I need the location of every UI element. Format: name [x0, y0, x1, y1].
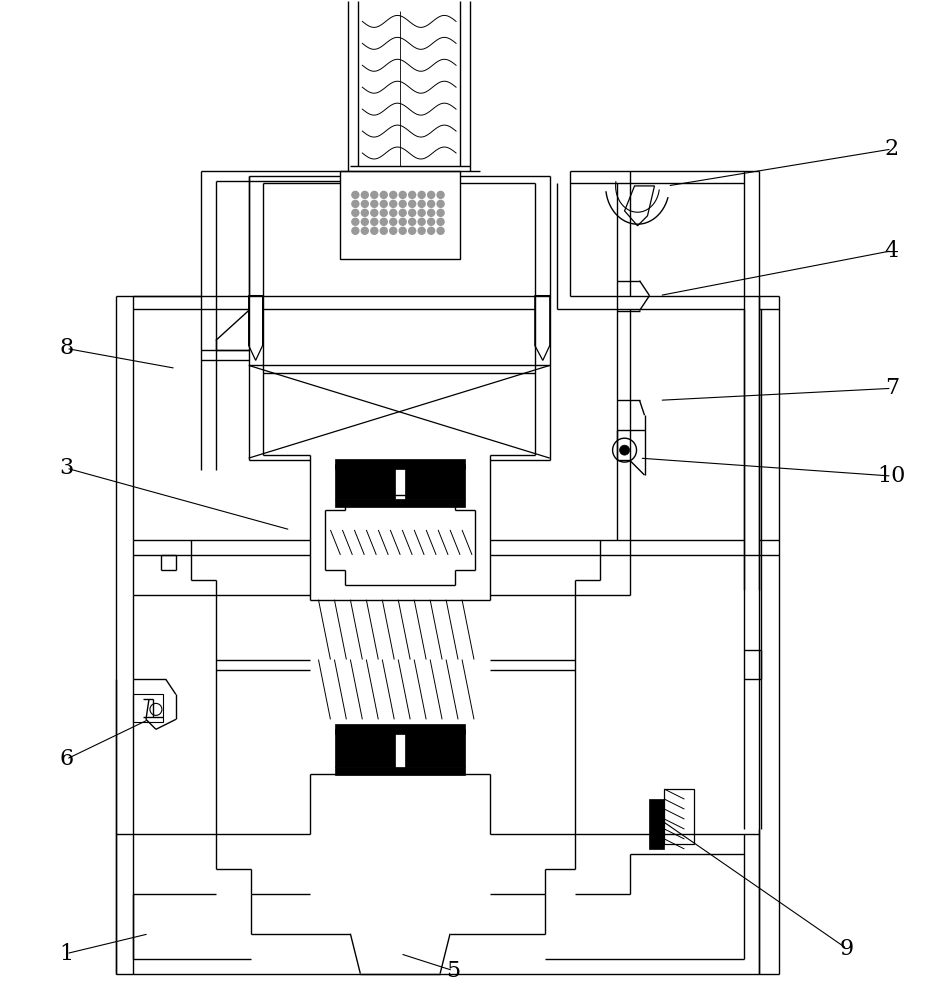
Text: 3: 3	[59, 457, 73, 479]
Circle shape	[352, 200, 359, 207]
Bar	[405, 464, 465, 499]
Circle shape	[371, 218, 378, 225]
Circle shape	[390, 218, 397, 225]
Bar	[650, 799, 665, 849]
Bar	[133, 694, 163, 722]
Circle shape	[380, 209, 387, 216]
Circle shape	[409, 191, 416, 198]
Circle shape	[428, 227, 435, 234]
Circle shape	[428, 218, 435, 225]
Circle shape	[437, 218, 444, 225]
Text: 4: 4	[884, 240, 899, 262]
Circle shape	[399, 227, 406, 234]
Text: 2: 2	[884, 138, 899, 160]
Circle shape	[409, 200, 416, 207]
Circle shape	[371, 200, 378, 207]
Text: 1: 1	[59, 943, 73, 965]
Circle shape	[437, 209, 444, 216]
Text: 5: 5	[446, 960, 460, 982]
Text: 9: 9	[840, 938, 854, 960]
Bar	[336, 499, 465, 507]
Circle shape	[390, 227, 397, 234]
Circle shape	[418, 227, 425, 234]
Circle shape	[399, 200, 406, 207]
Bar	[336, 459, 465, 469]
Bar	[340, 171, 460, 259]
Bar	[665, 789, 694, 844]
Circle shape	[352, 227, 359, 234]
Circle shape	[437, 200, 444, 207]
Circle shape	[380, 191, 387, 198]
Bar	[336, 464, 396, 499]
Bar	[336, 729, 396, 767]
Text: 10: 10	[878, 465, 906, 487]
Circle shape	[418, 200, 425, 207]
Circle shape	[361, 200, 368, 207]
Circle shape	[399, 209, 406, 216]
Bar	[405, 729, 465, 767]
Bar	[336, 724, 465, 734]
Circle shape	[361, 209, 368, 216]
Circle shape	[390, 191, 397, 198]
Circle shape	[409, 218, 416, 225]
Circle shape	[390, 209, 397, 216]
Circle shape	[380, 200, 387, 207]
Circle shape	[380, 218, 387, 225]
Circle shape	[418, 209, 425, 216]
Circle shape	[352, 191, 359, 198]
Text: 7: 7	[884, 377, 899, 399]
Circle shape	[361, 227, 368, 234]
Circle shape	[428, 200, 435, 207]
Circle shape	[428, 191, 435, 198]
Circle shape	[399, 191, 406, 198]
Circle shape	[352, 218, 359, 225]
Circle shape	[361, 218, 368, 225]
Circle shape	[620, 445, 630, 455]
Circle shape	[371, 209, 378, 216]
Circle shape	[418, 218, 425, 225]
Circle shape	[371, 191, 378, 198]
Circle shape	[409, 209, 416, 216]
Circle shape	[380, 227, 387, 234]
Circle shape	[437, 191, 444, 198]
Circle shape	[390, 200, 397, 207]
Circle shape	[409, 227, 416, 234]
Circle shape	[371, 227, 378, 234]
Bar	[336, 767, 465, 775]
Text: 6: 6	[59, 748, 73, 770]
Circle shape	[437, 227, 444, 234]
Circle shape	[361, 191, 368, 198]
Circle shape	[399, 218, 406, 225]
Circle shape	[418, 191, 425, 198]
Circle shape	[352, 209, 359, 216]
Circle shape	[428, 209, 435, 216]
Text: 8: 8	[59, 337, 73, 359]
